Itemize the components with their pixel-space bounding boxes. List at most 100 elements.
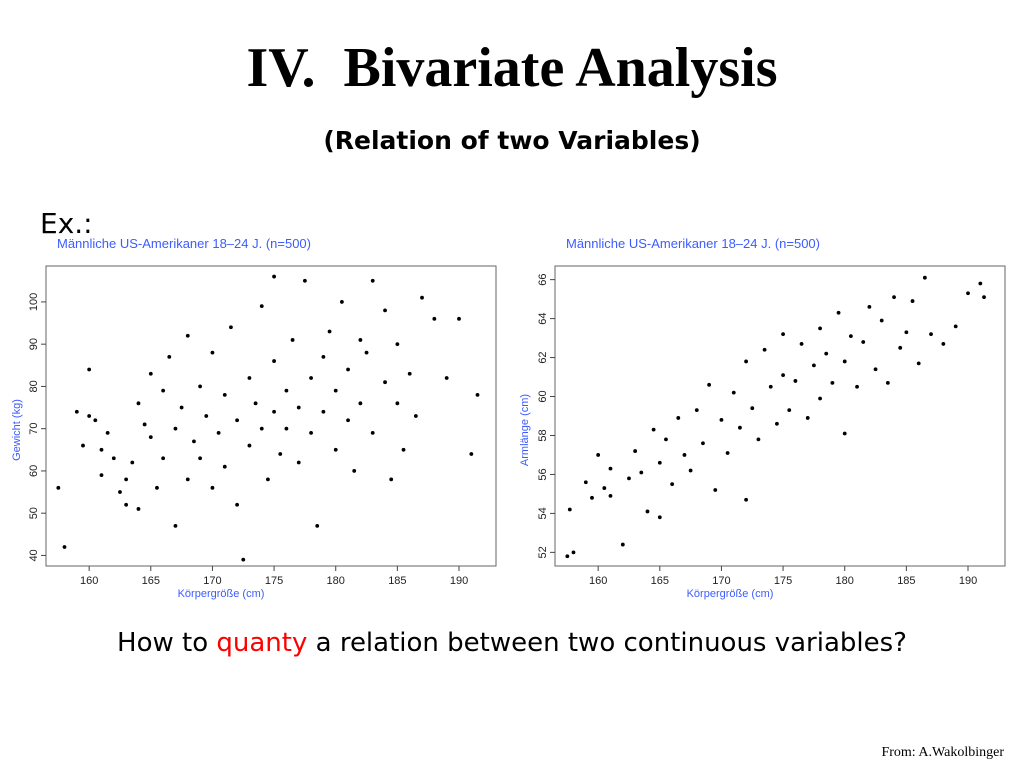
data-points	[565, 275, 986, 559]
data-point	[401, 447, 406, 452]
data-point	[358, 338, 363, 342]
data-point	[571, 550, 576, 555]
data-point	[781, 332, 785, 337]
data-point	[953, 324, 958, 329]
data-point	[719, 417, 724, 422]
question-text: How to quanty a relation between two con…	[0, 624, 1024, 662]
y-tick-label: 40	[28, 549, 40, 561]
data-point	[370, 278, 375, 283]
data-point	[81, 443, 85, 448]
data-point	[744, 359, 748, 364]
data-point	[910, 299, 915, 303]
data-point	[731, 390, 736, 395]
data-point	[148, 371, 153, 376]
data-point	[346, 418, 350, 423]
data-point	[670, 482, 675, 487]
data-point	[235, 502, 239, 507]
data-point	[309, 431, 313, 435]
data-point	[229, 325, 233, 330]
data-point	[639, 470, 644, 475]
data-point	[327, 329, 332, 334]
data-point	[966, 291, 970, 296]
data-point	[253, 401, 258, 406]
data-point	[93, 418, 98, 423]
data-point	[296, 405, 301, 410]
data-point	[148, 435, 153, 440]
data-point	[688, 468, 693, 473]
data-point	[830, 380, 835, 385]
y-tick-label: 66	[537, 274, 549, 286]
x-tick-label: 190	[450, 575, 468, 587]
x-tick-label: 165	[142, 575, 160, 587]
data-point	[272, 274, 276, 279]
data-point	[775, 421, 779, 426]
data-point	[321, 409, 326, 414]
data-point	[929, 332, 933, 337]
data-point	[259, 426, 264, 431]
data-point	[848, 334, 853, 339]
data-point	[272, 359, 276, 363]
data-point	[879, 318, 884, 323]
data-points	[56, 274, 480, 562]
data-point	[676, 416, 681, 420]
data-point	[235, 418, 239, 423]
data-point	[941, 342, 946, 346]
data-point	[701, 441, 705, 446]
data-point	[978, 281, 983, 286]
data-point	[173, 523, 178, 528]
slide-title: IV. Bivariate Analysis	[246, 37, 778, 99]
data-point	[161, 388, 166, 393]
y-tick-label: 90	[28, 338, 40, 350]
data-point	[315, 523, 320, 528]
data-point	[793, 379, 798, 383]
data-point	[645, 509, 650, 514]
data-point	[812, 363, 816, 368]
x-tick-label: 180	[836, 575, 854, 587]
data-point	[444, 376, 449, 380]
y-tick-label: 52	[537, 546, 549, 558]
data-point	[358, 401, 363, 406]
data-point	[56, 485, 61, 490]
data-point	[664, 437, 668, 442]
data-point	[296, 460, 301, 465]
data-point	[738, 425, 742, 430]
data-point	[861, 340, 866, 344]
data-point	[222, 464, 227, 469]
scatter-chart-arm-length: Männliche US-Amerikaner 18–24 J. (n=500)…	[519, 236, 1006, 600]
data-point	[167, 354, 172, 359]
data-point	[290, 338, 295, 342]
data-point	[247, 376, 252, 380]
data-point	[842, 359, 847, 364]
scatter-chart-weight: Männliche US-Amerikaner 18–24 J. (n=500)…	[11, 236, 497, 600]
data-point	[111, 456, 116, 461]
data-point	[565, 554, 570, 559]
data-point	[657, 515, 662, 520]
data-point	[309, 376, 313, 380]
data-point	[266, 477, 270, 482]
y-axis-label: Armlänge (cm)	[519, 394, 531, 466]
data-point	[583, 480, 588, 485]
y-tick-label: 60	[28, 465, 40, 477]
data-point	[333, 447, 338, 452]
data-point	[916, 361, 921, 366]
data-point	[744, 497, 748, 502]
data-point	[204, 414, 209, 418]
data-point	[272, 409, 276, 414]
y-tick-label: 60	[537, 390, 549, 402]
data-point	[389, 477, 394, 482]
data-point	[922, 275, 927, 280]
data-point	[74, 409, 79, 414]
data-point	[750, 406, 755, 411]
x-tick-label: 180	[327, 575, 345, 587]
data-point	[567, 507, 572, 512]
data-point	[99, 473, 104, 478]
x-tick-label: 185	[388, 575, 406, 587]
question-text-before: How to	[117, 628, 217, 658]
example-label: Ex.:	[40, 207, 93, 240]
data-point	[787, 408, 792, 413]
data-point	[818, 326, 822, 331]
data-point	[836, 310, 841, 315]
data-point	[904, 330, 909, 335]
data-point	[457, 316, 461, 321]
data-point	[198, 456, 203, 461]
